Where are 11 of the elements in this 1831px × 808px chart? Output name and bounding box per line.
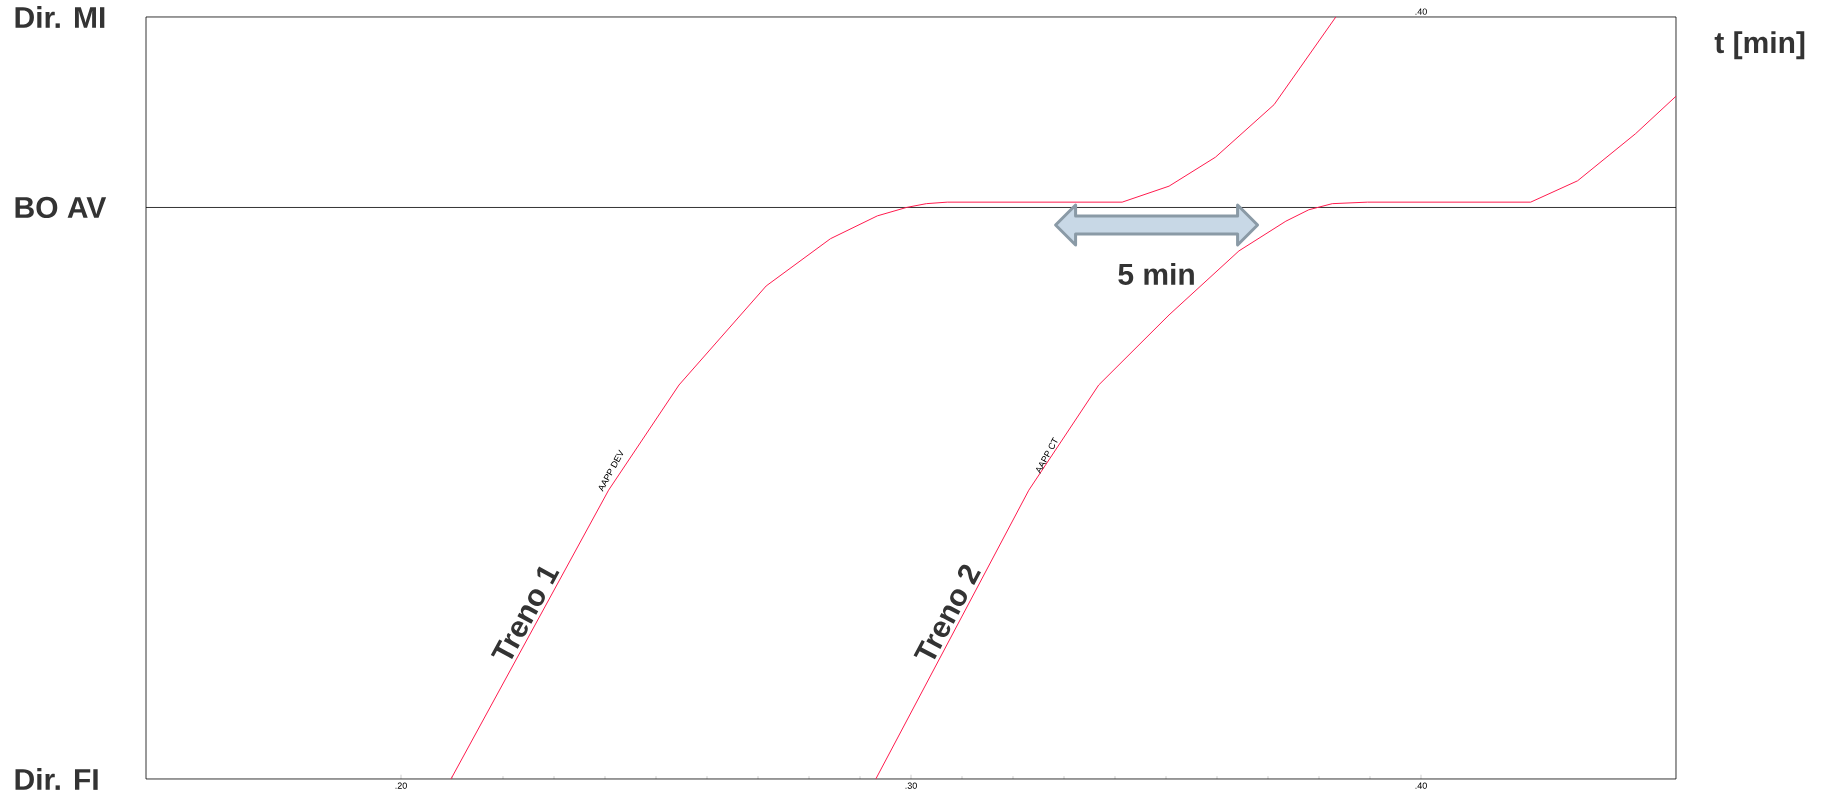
x-axis-title: t [min]	[1714, 31, 1805, 60]
x-tick-label: .30	[905, 782, 917, 789]
annotation: 5 min	[1118, 262, 1194, 285]
text: Dir. MI	[15, 6, 105, 28]
x-tick-label: .40	[1415, 782, 1427, 789]
text: .40	[1415, 8, 1427, 15]
ref-line-label: BO AV	[15, 196, 107, 219]
text: Dir. FI	[15, 768, 98, 790]
x-tick-label: .20	[395, 782, 407, 789]
annotation: AAPP CT	[1036, 437, 1058, 474]
annotation: AAPP DEV	[598, 449, 624, 492]
